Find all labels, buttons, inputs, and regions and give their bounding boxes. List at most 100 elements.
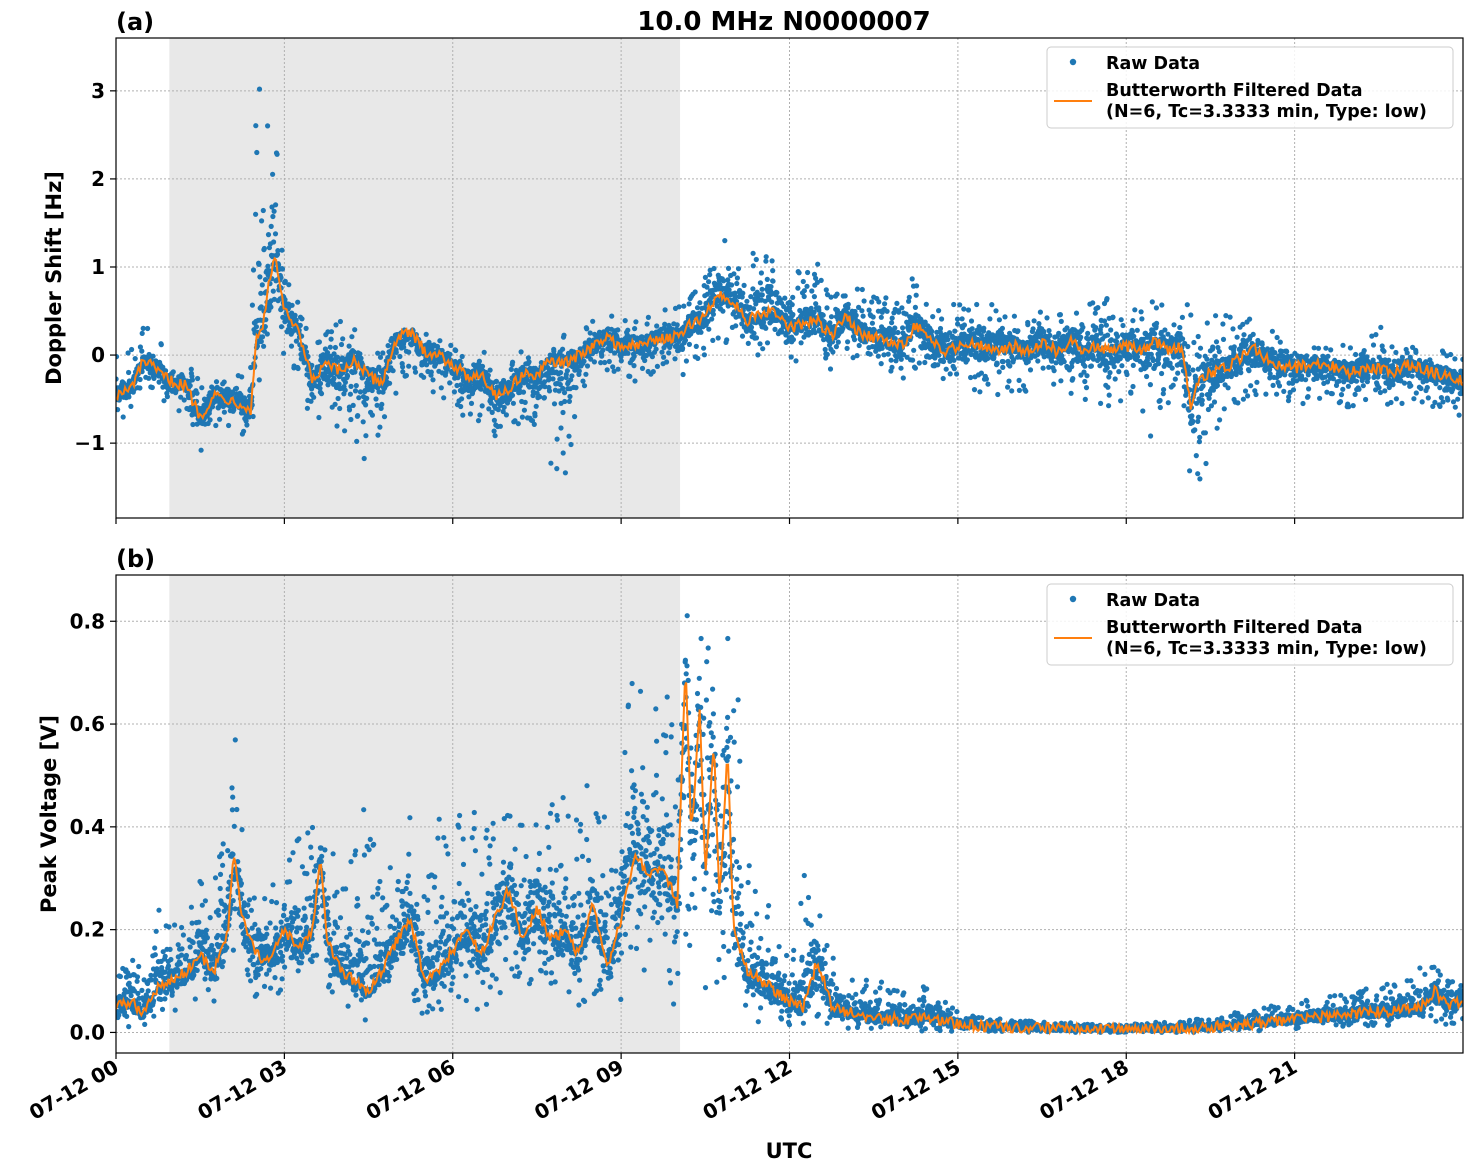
raw-data-point bbox=[256, 86, 263, 92]
raw-data-point bbox=[554, 436, 560, 442]
raw-data-point bbox=[722, 238, 728, 244]
raw-data-point bbox=[845, 301, 851, 307]
raw-data-point bbox=[213, 422, 219, 429]
raw-data-point bbox=[1044, 315, 1050, 321]
shaded-interval-doppler bbox=[169, 38, 681, 518]
raw-data-point bbox=[1262, 367, 1268, 373]
raw-data-point bbox=[1202, 430, 1208, 436]
raw-data-point bbox=[824, 305, 830, 311]
raw-data-point bbox=[486, 406, 492, 412]
raw-data-point bbox=[680, 371, 686, 378]
raw-data-point bbox=[612, 350, 618, 356]
raw-data-point bbox=[909, 276, 915, 282]
raw-data-point bbox=[393, 349, 399, 355]
raw-data-point bbox=[1300, 400, 1306, 407]
raw-data-point bbox=[1191, 339, 1197, 346]
raw-data-point bbox=[1193, 453, 1199, 459]
raw-data-point bbox=[1106, 403, 1112, 409]
raw-data-point bbox=[1116, 369, 1122, 375]
raw-data-point bbox=[1006, 378, 1012, 384]
raw-data-point bbox=[602, 359, 608, 366]
raw-data-point bbox=[258, 304, 264, 310]
raw-data-point bbox=[406, 363, 412, 369]
raw-data-point bbox=[869, 320, 876, 326]
raw-data-point bbox=[275, 248, 281, 254]
raw-data-point bbox=[1161, 387, 1167, 393]
raw-data-point bbox=[913, 292, 919, 298]
raw-data-point bbox=[548, 460, 554, 466]
raw-data-point bbox=[939, 316, 945, 322]
raw-data-point bbox=[387, 380, 393, 386]
raw-data-point bbox=[264, 331, 270, 337]
raw-data-point bbox=[943, 366, 949, 372]
raw-data-point bbox=[546, 374, 552, 380]
raw-data-point bbox=[270, 213, 276, 220]
raw-data-point bbox=[1128, 390, 1134, 396]
raw-data-point bbox=[1363, 396, 1369, 403]
raw-data-point bbox=[1031, 318, 1037, 324]
raw-data-point bbox=[951, 366, 957, 372]
raw-data-point bbox=[334, 423, 340, 429]
raw-data-point bbox=[745, 340, 751, 346]
raw-data-point bbox=[900, 375, 906, 381]
raw-data-point bbox=[1159, 302, 1165, 308]
raw-data-point bbox=[350, 402, 356, 408]
raw-data-point bbox=[954, 316, 961, 322]
raw-data-point bbox=[221, 409, 227, 415]
raw-data-point bbox=[867, 351, 873, 357]
raw-data-point bbox=[1036, 321, 1042, 327]
raw-data-point bbox=[1103, 322, 1109, 328]
raw-data-point bbox=[820, 312, 826, 318]
raw-data-point bbox=[1336, 378, 1342, 384]
raw-data-point bbox=[884, 308, 890, 314]
raw-data-point bbox=[676, 304, 682, 310]
raw-data-point bbox=[532, 413, 538, 419]
raw-data-point bbox=[750, 250, 756, 256]
raw-data-point bbox=[261, 245, 267, 252]
raw-data-point bbox=[1370, 342, 1377, 348]
raw-data-point bbox=[380, 350, 386, 356]
raw-data-point bbox=[609, 313, 615, 319]
raw-data-point bbox=[339, 355, 345, 361]
raw-data-point bbox=[828, 294, 834, 300]
raw-data-point bbox=[241, 428, 247, 434]
raw-data-point bbox=[348, 416, 354, 423]
raw-data-point bbox=[1035, 358, 1041, 364]
raw-data-point bbox=[1147, 382, 1153, 388]
raw-data-point bbox=[961, 306, 967, 312]
raw-data-point bbox=[560, 346, 566, 352]
raw-data-point bbox=[1132, 307, 1138, 313]
raw-data-point bbox=[1199, 392, 1205, 398]
raw-data-point bbox=[274, 151, 280, 157]
raw-data-point bbox=[861, 298, 867, 304]
raw-data-point bbox=[324, 350, 331, 356]
raw-data-point bbox=[769, 258, 775, 264]
raw-data-point bbox=[335, 395, 341, 402]
raw-data-point bbox=[458, 382, 464, 388]
raw-data-point bbox=[898, 365, 904, 371]
raw-data-point bbox=[763, 258, 769, 264]
raw-data-point bbox=[753, 256, 759, 263]
raw-data-point bbox=[937, 325, 944, 332]
raw-data-point bbox=[964, 357, 971, 363]
raw-data-point bbox=[288, 343, 295, 349]
raw-data-point bbox=[518, 349, 524, 355]
raw-data-point bbox=[476, 358, 482, 364]
raw-data-point bbox=[1139, 316, 1145, 322]
raw-data-point bbox=[760, 346, 766, 352]
raw-data-point bbox=[360, 374, 366, 380]
raw-data-point bbox=[1085, 330, 1091, 336]
raw-data-point bbox=[1090, 300, 1096, 306]
raw-data-point bbox=[632, 378, 638, 384]
raw-data-point bbox=[163, 368, 169, 374]
raw-data-point bbox=[860, 313, 866, 319]
raw-data-point bbox=[661, 345, 667, 351]
raw-data-point bbox=[279, 247, 285, 253]
raw-data-point bbox=[710, 311, 717, 317]
raw-data-point bbox=[854, 286, 861, 292]
raw-data-point bbox=[116, 376, 119, 382]
raw-data-point bbox=[707, 272, 713, 278]
raw-data-point bbox=[859, 308, 865, 314]
raw-data-point bbox=[568, 441, 574, 448]
